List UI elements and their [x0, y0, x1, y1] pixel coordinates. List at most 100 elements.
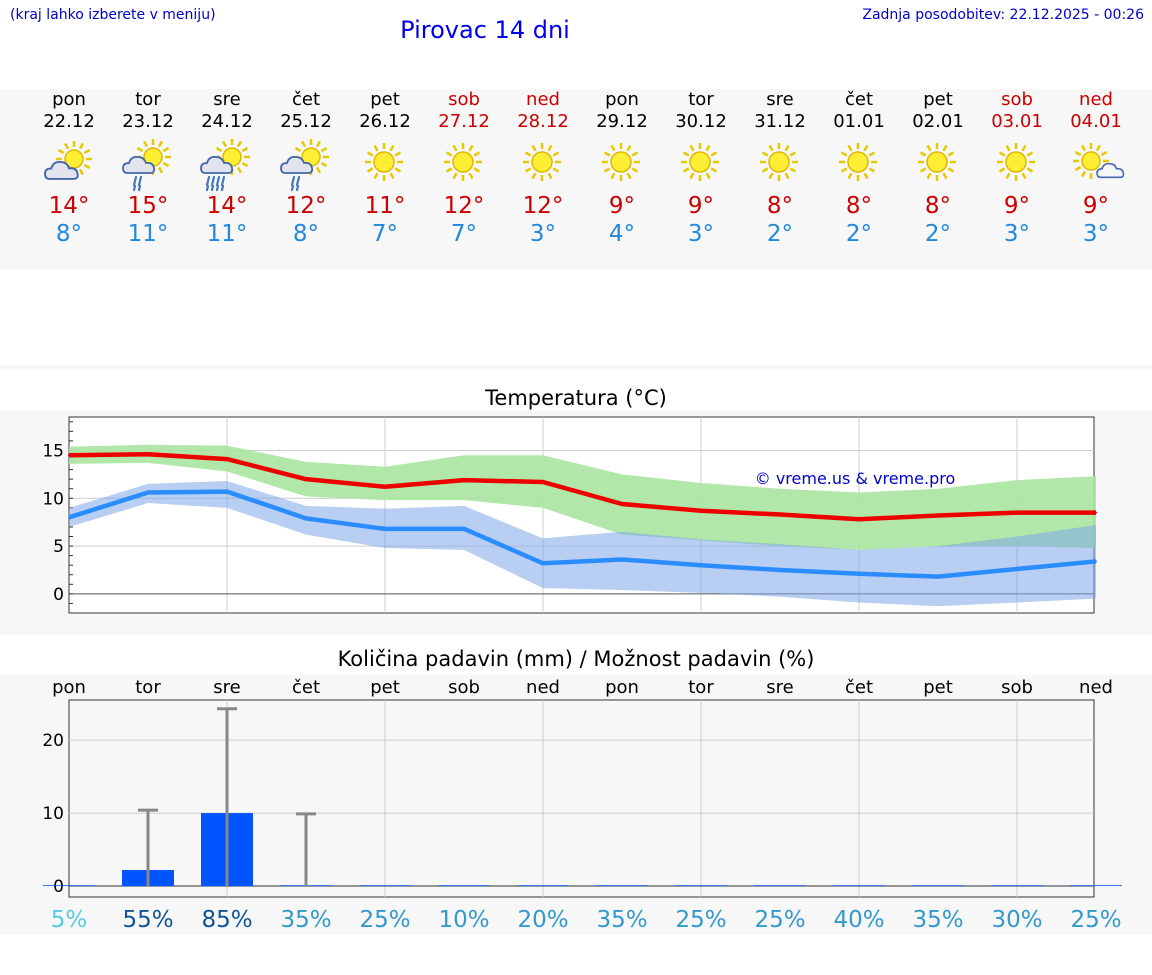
- precip-bar: [833, 885, 885, 887]
- day-date: 26.12: [359, 111, 411, 132]
- min-temp-point: [1095, 560, 1097, 563]
- y-tick-label: 0: [53, 585, 64, 605]
- last-update-label: Zadnja posodobitev: 22.12.2025 - 00:26: [862, 7, 1144, 23]
- day-name: ned: [526, 89, 560, 110]
- day-date: 31.12: [754, 111, 806, 132]
- precip-bar: [991, 885, 1043, 887]
- day-name: čet: [291, 89, 321, 110]
- precip-probability: 20%: [517, 907, 568, 933]
- max-temp-point: [305, 478, 307, 481]
- precip-probability: 55%: [122, 907, 173, 933]
- temp-min: 2°: [924, 221, 952, 247]
- precip-probability: 85%: [201, 907, 252, 933]
- min-temp-point: [542, 562, 544, 565]
- x-category-label: sob: [448, 677, 480, 698]
- day-name: ned: [1079, 89, 1113, 110]
- day-date: 24.12: [201, 111, 253, 132]
- sun-icon: [504, 137, 582, 195]
- precip-probability: 30%: [991, 907, 1042, 933]
- y-tick-label: 10: [42, 804, 64, 824]
- temp-min: 7°: [450, 221, 478, 247]
- location-hint-link[interactable]: (kraj lahko izberete v meniju): [10, 7, 216, 23]
- y-tick-label: 0: [53, 877, 64, 897]
- x-category-label: pet: [923, 677, 953, 698]
- day-date: 22.12: [43, 111, 95, 132]
- max-temp-point: [858, 518, 860, 521]
- x-category-label: čet: [292, 677, 320, 698]
- sun-cloud-rain-icon: [109, 137, 187, 195]
- forecast-day: sob 27.12 12° 7°: [425, 89, 503, 248]
- day-name: tor: [135, 89, 161, 110]
- temp-min: 3°: [1082, 221, 1110, 247]
- temperature-chart: 0 5 10 15 © vreme.us & vreme.pro: [42, 416, 1097, 614]
- x-category-label: tor: [135, 677, 161, 698]
- forecast-day: sob 03.01 9° 3°: [978, 89, 1056, 248]
- precip-bar: [596, 885, 648, 887]
- max-temp-point: [621, 503, 623, 506]
- sun-cloud-icon: [30, 137, 108, 195]
- temp-max: 15°: [127, 193, 169, 219]
- precip-probability: 35%: [912, 907, 963, 933]
- max-temp-point: [384, 485, 386, 488]
- min-temp-point: [305, 517, 307, 520]
- sun-icon: [346, 137, 424, 195]
- temp-max: 14°: [206, 193, 248, 219]
- forecast-day: pet 02.01 8° 2°: [899, 89, 977, 248]
- temp-max: 9°: [687, 193, 715, 219]
- max-temp-point: [779, 513, 781, 516]
- temp-min: 11°: [127, 221, 169, 247]
- forecast-day: pon 22.12 14° 8°: [30, 89, 108, 248]
- precip-probability: 10%: [438, 907, 489, 933]
- x-category-label: sre: [766, 677, 793, 698]
- precip-bar: [1070, 885, 1122, 887]
- max-temp-point: [1095, 511, 1097, 514]
- temp-min: 3°: [687, 221, 715, 247]
- temp-min: 4°: [608, 221, 636, 247]
- min-temp-point: [384, 527, 386, 530]
- day-date: 27.12: [438, 111, 490, 132]
- precip-bar: [517, 885, 569, 887]
- max-range-band: [69, 444, 1096, 550]
- min-temp-point: [226, 490, 228, 493]
- day-name: sob: [448, 89, 480, 110]
- temp-min: 2°: [766, 221, 794, 247]
- temp-max: 11°: [364, 193, 406, 219]
- precip-probability: 25%: [754, 907, 805, 933]
- forecast-band: [0, 89, 1152, 269]
- forecast-day: sre 24.12 14° 11°: [188, 89, 266, 248]
- sun-icon: [899, 137, 977, 195]
- precip-bar: [754, 885, 806, 887]
- max-temp-point: [68, 454, 70, 457]
- precip-bar: [675, 885, 727, 887]
- sun-small-cloud-icon: [1057, 137, 1135, 195]
- day-date: 28.12: [517, 111, 569, 132]
- forecast-day: ned 28.12 12° 3°: [504, 89, 582, 248]
- sun-cloud-heavy-rain-icon: [188, 137, 266, 195]
- x-category-label: ned: [526, 677, 560, 698]
- day-date: 01.01: [833, 111, 885, 132]
- day-date: 25.12: [280, 111, 332, 132]
- sun-icon: [662, 137, 740, 195]
- precip-probability: 40%: [833, 907, 884, 933]
- x-category-label: čet: [845, 677, 873, 698]
- precip-probability: 25%: [359, 907, 410, 933]
- separator: [0, 365, 1152, 370]
- day-name: tor: [688, 89, 714, 110]
- watermark: © vreme.us & vreme.pro: [755, 469, 956, 488]
- day-date: 30.12: [675, 111, 727, 132]
- sun-icon: [583, 137, 661, 195]
- precip-bar: [43, 885, 95, 887]
- temp-max: 8°: [766, 193, 794, 219]
- day-name: pet: [370, 89, 400, 110]
- temp-max: 12°: [285, 193, 327, 219]
- min-temp-point: [858, 572, 860, 575]
- max-temp-point: [226, 458, 228, 461]
- temp-min: 2°: [845, 221, 873, 247]
- min-temp-point: [68, 516, 70, 519]
- y-tick-label: 10: [42, 489, 64, 509]
- temp-max: 12°: [522, 193, 564, 219]
- temp-max: 12°: [443, 193, 485, 219]
- x-category-label: pon: [52, 677, 86, 698]
- y-tick-label: 20: [42, 731, 64, 751]
- precip-chart-title: Količina padavin (mm) / Možnost padavin …: [337, 647, 815, 671]
